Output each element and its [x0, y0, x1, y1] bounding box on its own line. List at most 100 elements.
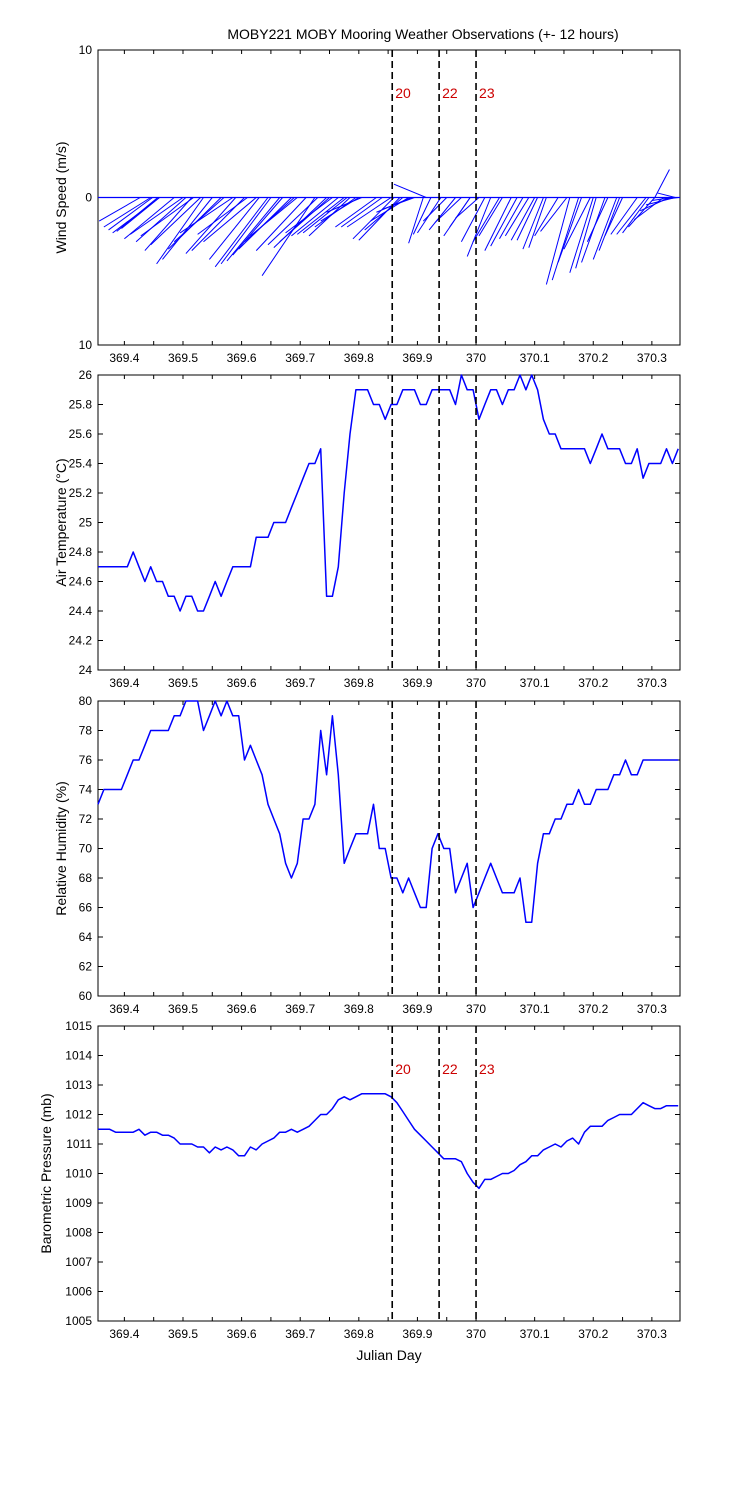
chart-panel-4: Barometric Pressure (mb) 369.4 369.5 369.6 3… [38, 1019, 681, 1363]
wind-vector [255, 197, 307, 251]
y-axis-label: Relative Humidity (%) [53, 781, 69, 916]
wind-vector [98, 197, 141, 222]
x-tick-label: 370.2 [578, 1327, 608, 1341]
series-line [98, 1093, 679, 1190]
y-tick-label: 24 [79, 663, 93, 677]
y-tick-label: 70 [79, 842, 93, 856]
wind-vector [150, 197, 201, 246]
wind-vector [449, 197, 471, 228]
x-tick-label: 369.8 [344, 351, 374, 365]
x-tick-label: 369.6 [227, 351, 257, 365]
y-tick-label: 24.2 [69, 634, 93, 648]
y-tick-label: 10 [79, 43, 93, 57]
wind-vector [557, 197, 583, 263]
event-label: 23 [479, 85, 495, 101]
wind-vector [129, 197, 184, 235]
y-tick-label: 60 [79, 989, 93, 1003]
y-tick-label: 10 [79, 338, 93, 352]
wind-vector [666, 197, 679, 200]
wind-vector [220, 197, 272, 265]
wind-vector [490, 197, 518, 247]
x-tick-label: 369.5 [168, 1327, 198, 1341]
y-tick-label: 1005 [65, 1314, 92, 1328]
y-tick-label: 1013 [65, 1078, 92, 1092]
wind-vector [103, 197, 152, 228]
y-tick-label: 1009 [65, 1196, 92, 1210]
wind-vector [335, 197, 377, 228]
x-tick-label: 370.1 [520, 676, 550, 690]
wind-vector [296, 197, 345, 235]
x-tick-label: 370.3 [637, 351, 667, 365]
y-tick-label: 1014 [65, 1049, 92, 1063]
y-tick-label: 62 [79, 960, 93, 974]
event-label: 22 [442, 85, 458, 101]
y-tick-label: 1008 [65, 1226, 92, 1240]
y-tick-label: 1007 [65, 1255, 92, 1269]
wind-vector [226, 197, 281, 262]
x-tick-label: 370.1 [520, 351, 550, 365]
y-tick-label: 80 [79, 694, 93, 708]
wind-vector [460, 197, 486, 242]
wind-vector [135, 197, 187, 243]
y-tick-label: 25.6 [69, 427, 93, 441]
y-tick-label: 68 [79, 871, 93, 885]
wind-vector [279, 197, 330, 243]
y-tick-label: 76 [79, 753, 93, 767]
y-tick-label: 1010 [65, 1167, 92, 1181]
wind-vector [185, 197, 237, 254]
wind-vector [651, 197, 673, 201]
wind-vector [232, 197, 284, 256]
y-tick-label: 24.4 [69, 604, 93, 618]
y-tick-label: 78 [79, 724, 93, 738]
x-tick-label: 369.4 [109, 1002, 139, 1016]
y-axis-label: Air Temperature (°C) [53, 458, 69, 586]
x-tick-label: 369.7 [285, 1327, 315, 1341]
wind-vector [628, 197, 656, 228]
plot-area [97, 700, 681, 997]
wind-vector [261, 197, 316, 276]
wind-vector [121, 197, 160, 229]
y-tick-label: 1006 [65, 1285, 92, 1299]
wind-vector [140, 197, 194, 237]
wind-vector [575, 197, 597, 269]
wind-vector [179, 197, 234, 234]
y-tick-label: 25.8 [69, 398, 93, 412]
y-tick-label: 24.8 [69, 545, 93, 559]
wind-vector [510, 197, 536, 241]
wind-vector [116, 197, 159, 232]
wind-vector [563, 197, 591, 250]
x-tick-label: 370 [466, 1327, 486, 1341]
wind-vector [352, 197, 395, 240]
wind-vector [382, 197, 415, 210]
y-tick-label: 25.2 [69, 486, 93, 500]
x-tick-label: 369.7 [285, 351, 315, 365]
x-tick-label: 369.6 [227, 1002, 257, 1016]
wind-vector [657, 192, 676, 198]
event-label: 20 [395, 1061, 411, 1077]
wind-vector [522, 197, 544, 250]
x-tick-label: 370.3 [637, 676, 667, 690]
y-tick-label: 26 [79, 368, 93, 382]
wind-vector [516, 197, 539, 241]
wind-vector [291, 197, 339, 237]
x-tick-label: 370.1 [520, 1327, 550, 1341]
y-tick-label: 1011 [66, 1137, 92, 1151]
x-tick-label: 369.8 [344, 676, 374, 690]
y-axis-label: Wind Speed (m/s) [53, 141, 69, 253]
event-label: 20 [395, 85, 411, 101]
x-tick-label: 369.6 [227, 676, 257, 690]
event-label: 22 [442, 1061, 458, 1077]
wind-vector [214, 197, 269, 268]
y-tick-label: 74 [79, 783, 93, 797]
x-tick-label: 369.5 [168, 676, 198, 690]
wind-vector [144, 197, 193, 251]
x-tick-label: 369.4 [109, 351, 139, 365]
wind-vector [393, 183, 427, 198]
wind-vector [616, 197, 647, 235]
wind-vector [551, 197, 580, 281]
wind-vector [586, 197, 609, 242]
y-tick-label: 25.4 [69, 457, 93, 471]
x-tick-label: 369.7 [285, 1002, 315, 1016]
wind-vector [285, 197, 333, 234]
